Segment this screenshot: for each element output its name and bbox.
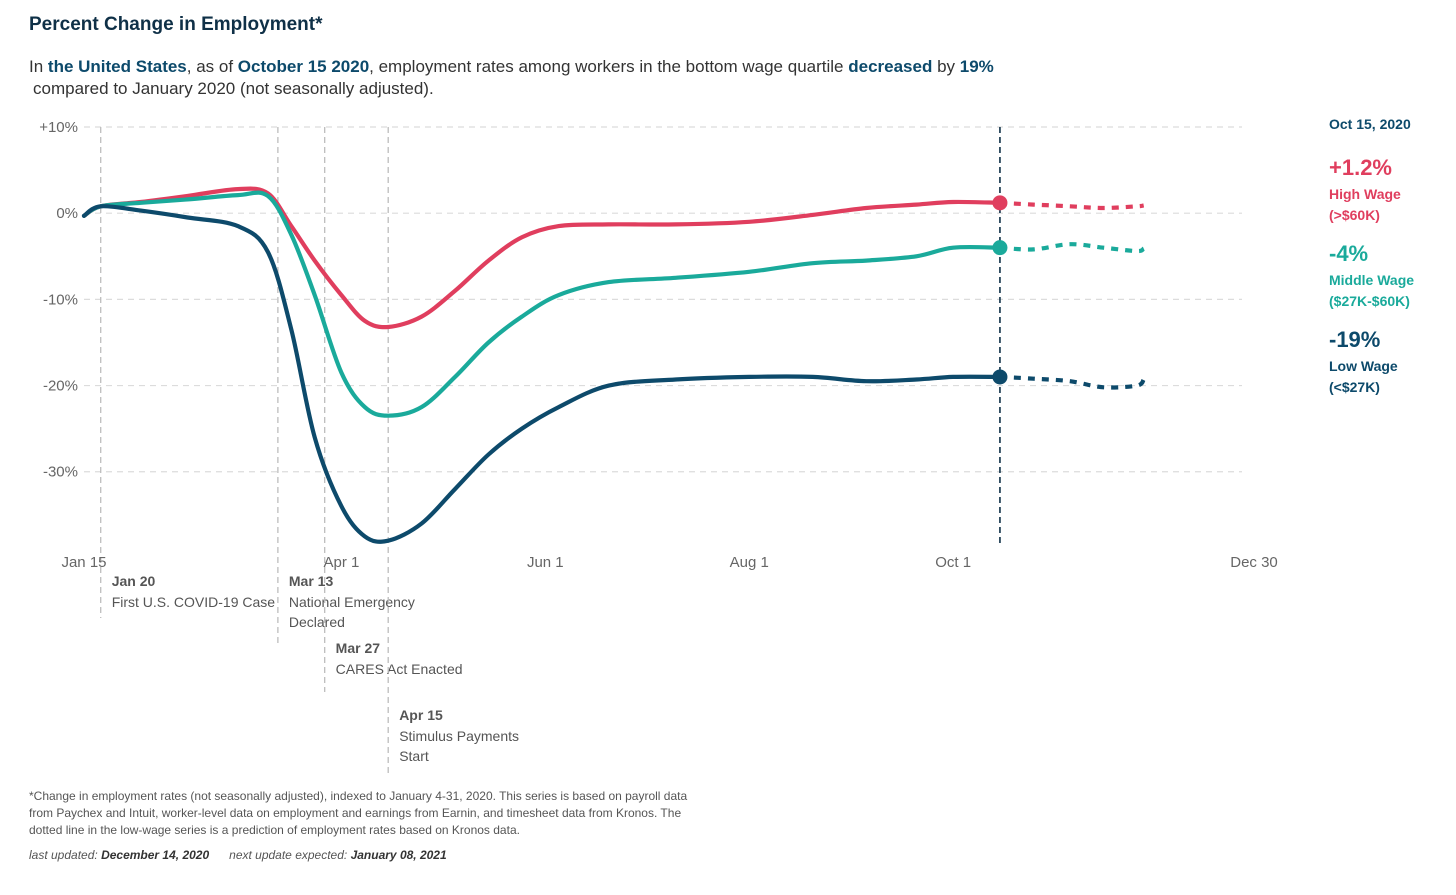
x-tick-label: Aug 1 bbox=[730, 554, 769, 571]
side-panel: Oct 15, 2020 +1.2% High Wage (>$60K) -4% Midd… bbox=[1329, 116, 1414, 395]
side-panel-date: Oct 15, 2020 bbox=[1329, 116, 1411, 132]
subtitle-direction: decreased bbox=[848, 57, 933, 76]
x-tick-label: Dec 30 bbox=[1230, 554, 1278, 571]
subtitle-text-1: In bbox=[29, 57, 48, 76]
subtitle-amount: 19% bbox=[959, 57, 994, 76]
low-wage-projection bbox=[999, 374, 1146, 390]
gridlines bbox=[84, 126, 1242, 473]
x-tick-label: Apr 1 bbox=[323, 554, 359, 571]
chart-title: Percent Change in Employment* bbox=[29, 14, 323, 35]
x-tick-label: Jun 1 bbox=[527, 554, 564, 571]
event-label: CARES Act Enacted bbox=[336, 661, 463, 677]
event-label: Start bbox=[399, 748, 429, 764]
middle-wage-label: Middle Wage bbox=[1329, 272, 1414, 288]
subtitle-place[interactable]: the United States bbox=[47, 57, 187, 76]
chart-subtitle: In the United States, as of October 15 2… bbox=[29, 56, 1129, 100]
event-markers: Jan 20 First U.S. COVID-19 Case Mar 13 Nati… bbox=[100, 127, 519, 773]
series-lines[interactable] bbox=[81, 186, 1146, 544]
x-tick-label: Jan 15 bbox=[61, 554, 106, 571]
high-wage-sublabel: (>$60K) bbox=[1329, 207, 1380, 223]
high-wage-end-marker[interactable] bbox=[992, 195, 1008, 211]
next-update-date: January 08, 2021 bbox=[350, 848, 447, 862]
y-tick-label: -10% bbox=[43, 291, 78, 308]
low-wage-line[interactable] bbox=[81, 204, 1002, 544]
update-info: last updated: December 14, 2020 next upda… bbox=[29, 848, 447, 862]
low-wage-label: Low Wage bbox=[1329, 358, 1398, 374]
event-date: Jan 20 bbox=[112, 573, 156, 589]
high-wage-line[interactable] bbox=[81, 186, 1002, 330]
x-tick-label: Oct 1 bbox=[935, 554, 971, 571]
event-date: Mar 27 bbox=[336, 640, 381, 656]
middle-wage-line[interactable] bbox=[81, 190, 1002, 418]
last-updated-date: December 14, 2020 bbox=[101, 848, 210, 862]
subtitle-date[interactable]: October 15 2020 bbox=[237, 57, 370, 76]
event-label: Stimulus Payments bbox=[399, 728, 519, 744]
y-tick-label: 0% bbox=[56, 205, 78, 222]
high-wage-label: High Wage bbox=[1329, 186, 1401, 202]
event-label: First U.S. COVID-19 Case bbox=[112, 594, 276, 610]
next-update-label: next update expected: bbox=[229, 848, 348, 862]
event-label: Declared bbox=[289, 614, 345, 630]
low-wage-end-marker[interactable] bbox=[992, 369, 1008, 385]
middle-wage-value: -4% bbox=[1329, 241, 1368, 266]
high-wage-projection bbox=[999, 200, 1145, 211]
subtitle-text-5: compared to January 2020 (not seasonally… bbox=[33, 79, 434, 98]
high-wage-value: +1.2% bbox=[1329, 155, 1392, 180]
axis-labels: +10% 0% -10% -20% -30% Jan 15 Apr 1 Jun 1 Aug 1 O… bbox=[39, 119, 1278, 571]
middle-wage-sublabel: ($27K-$60K) bbox=[1329, 293, 1410, 309]
subtitle-text-2: , as of bbox=[186, 57, 238, 76]
y-tick-label: -30% bbox=[43, 464, 78, 481]
event-date: Apr 15 bbox=[399, 707, 443, 723]
y-tick-label: +10% bbox=[39, 119, 78, 136]
subtitle-text-3: , employment rates among workers in the … bbox=[369, 57, 849, 76]
middle-wage-end-marker[interactable] bbox=[992, 240, 1008, 256]
subtitle-text-4: by bbox=[932, 57, 960, 76]
low-wage-value: -19% bbox=[1329, 327, 1380, 352]
event-label: National Emergency bbox=[289, 594, 415, 610]
event-date: Mar 13 bbox=[289, 573, 334, 589]
last-updated-label: last updated: bbox=[29, 848, 98, 862]
low-wage-sublabel: (<$27K) bbox=[1329, 379, 1380, 395]
y-tick-label: -20% bbox=[43, 378, 78, 395]
middle-wage-projection bbox=[999, 242, 1146, 254]
footnote: *Change in employment rates (not seasona… bbox=[29, 789, 688, 837]
